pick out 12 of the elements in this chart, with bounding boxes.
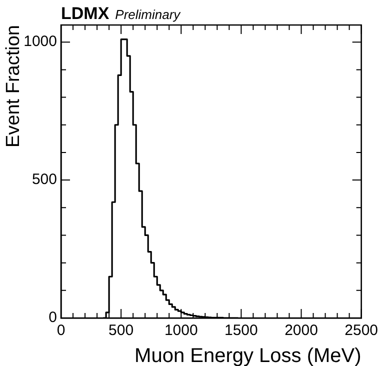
- y-axis-title: Event Fraction: [3, 25, 24, 148]
- chart-title: LDMX: [61, 4, 110, 23]
- x-tick-label: 1000: [164, 322, 198, 340]
- x-tick-label: 500: [108, 322, 134, 340]
- chart-subtitle: Preliminary: [115, 7, 182, 22]
- y-tick-label: 500: [32, 171, 57, 188]
- x-axis-title: Muon Energy Loss (MeV): [134, 345, 362, 366]
- x-tick-label: 1500: [224, 322, 258, 340]
- y-tick-label: 1000: [24, 33, 57, 50]
- x-tick-label: 2500: [344, 322, 378, 340]
- y-tick-label: 0: [48, 309, 57, 326]
- x-tick-label: 2000: [284, 322, 318, 340]
